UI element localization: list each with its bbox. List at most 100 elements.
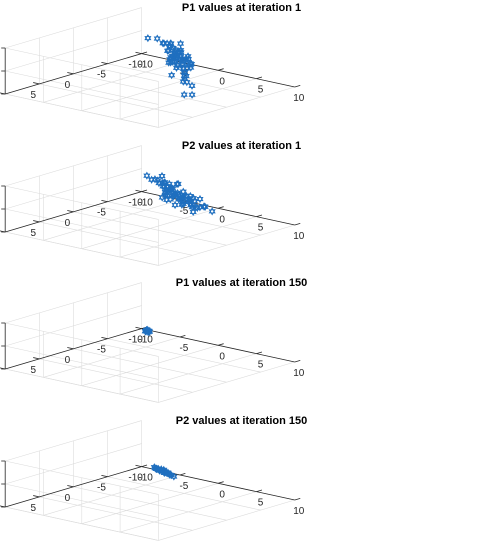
- data-point: [167, 39, 175, 48]
- y-tick-mark: [67, 484, 74, 487]
- data-point: [179, 60, 187, 69]
- data-point: [188, 81, 196, 90]
- x-tick-label: 0: [219, 489, 225, 500]
- grid-line: [5, 70, 159, 105]
- grid-line: [5, 419, 142, 461]
- y-tick-label: -5: [97, 207, 106, 218]
- grid-line: [5, 208, 159, 243]
- x-tick-label: -10: [138, 60, 153, 71]
- grid-line: [5, 506, 159, 541]
- y-tick-mark: [101, 199, 108, 202]
- y-tick-label: -10: [128, 197, 143, 208]
- y-tick-mark: [135, 464, 142, 467]
- axes: [0, 322, 301, 370]
- y-tick-label: -5: [97, 70, 106, 81]
- data-point: [170, 471, 178, 481]
- x-tick-mark: [179, 334, 186, 338]
- data-point: [182, 54, 190, 63]
- x-tick-label: 10: [293, 368, 305, 379]
- x-tick-mark: [294, 222, 301, 225]
- x-tick-label: 10: [293, 231, 305, 242]
- x-tick-label: -10: [138, 472, 153, 483]
- grid-lines: [4, 282, 295, 403]
- x-tick-mark: [256, 214, 263, 217]
- x-tick-label: 0: [219, 76, 225, 87]
- y-tick-mark: [135, 326, 142, 329]
- y-tick-mark: [67, 209, 74, 212]
- y-tick-label: 0: [65, 80, 71, 91]
- data-point: [196, 194, 204, 203]
- x-tick-mark: [256, 351, 263, 355]
- data-point: [171, 49, 179, 58]
- y-tick-label: -10: [128, 472, 143, 483]
- grid-line: [5, 7, 142, 49]
- x-tick-label: 10: [293, 506, 305, 517]
- data-point: [167, 183, 175, 192]
- chart-title: P2 values at iteration 150: [175, 414, 308, 427]
- x-tick-label: 5: [258, 222, 264, 233]
- data-point: [142, 326, 150, 336]
- y-tick-mark: [33, 494, 40, 497]
- data-point: [208, 206, 216, 215]
- grid-line: [5, 368, 159, 403]
- y-tick-label: 5: [31, 90, 37, 101]
- y-tick-mark: [33, 219, 40, 222]
- chart-title: P1 values at iteration 150: [175, 277, 308, 289]
- x-tick-label: -10: [138, 197, 153, 208]
- chart-title: P1 values at iteration 1: [181, 2, 302, 14]
- grid-line: [107, 475, 261, 510]
- data-point: [166, 55, 174, 64]
- x-tick-mark: [218, 480, 224, 484]
- x-tick-mark: [218, 68, 224, 71]
- x-tick-label: -5: [179, 343, 188, 354]
- grid-line: [73, 73, 227, 108]
- y-tick-label: 5: [31, 365, 37, 376]
- data-point: [158, 171, 166, 180]
- data-point: [180, 191, 188, 201]
- grid-line: [39, 358, 193, 393]
- y-tick-mark: [67, 72, 74, 75]
- data-point: [180, 90, 188, 99]
- y-tick-mark: [101, 61, 108, 65]
- x-tick-mark: [256, 76, 263, 80]
- x-tick-label: 0: [219, 351, 225, 362]
- data-point: [160, 468, 168, 477]
- grid-line: [73, 486, 227, 520]
- x-tick-mark: [141, 464, 148, 467]
- data-point: [186, 59, 194, 68]
- y-tick-mark: [33, 357, 40, 360]
- grid-line: [73, 211, 227, 245]
- x-tick-mark: [294, 85, 301, 88]
- y-tick-mark: [67, 347, 74, 350]
- x-tick-label: -10: [138, 335, 153, 346]
- data-point: [171, 200, 179, 209]
- x-tick-label: 5: [258, 360, 264, 371]
- data-point: [144, 34, 152, 43]
- data-point: [165, 179, 173, 188]
- data-point: [158, 192, 166, 202]
- x-tick-mark: [218, 343, 224, 346]
- data-point: [168, 71, 176, 80]
- grid-line: [5, 144, 142, 186]
- y-tick-mark: [101, 474, 108, 477]
- x-tick-mark: [256, 489, 263, 492]
- y-tick-label: -5: [97, 345, 106, 356]
- data-point: [177, 39, 185, 48]
- data-point: [143, 171, 151, 180]
- grid-line: [5, 305, 142, 347]
- data-point: [161, 187, 169, 196]
- grid-line: [5, 30, 142, 72]
- data-point: [170, 190, 178, 199]
- x-tick-mark: [179, 472, 186, 475]
- x-tick-label: -5: [179, 480, 188, 491]
- grid-line: [5, 282, 142, 324]
- data-point: [190, 196, 199, 205]
